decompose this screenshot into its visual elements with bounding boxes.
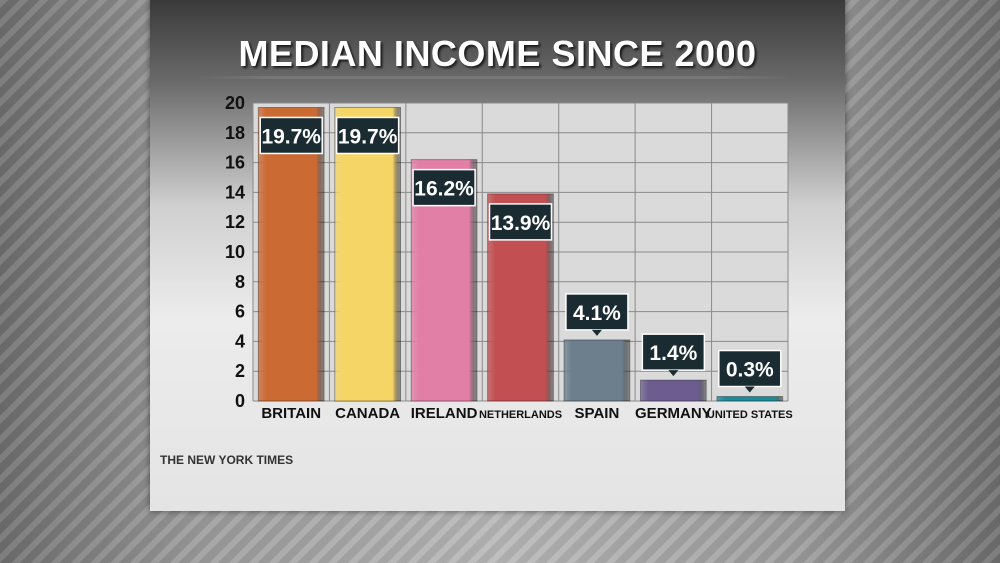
category-label-3: NETHERLANDS	[479, 409, 562, 421]
source-credit: THE NEW YORK TIMES	[160, 453, 294, 467]
value-label-box-2	[412, 168, 476, 207]
category-label-2: IRELAND	[411, 405, 478, 422]
value-label-4: 4.1%	[573, 302, 621, 325]
value-label-0: 19.7%	[261, 125, 321, 148]
value-label-1: 19.7%	[338, 125, 398, 148]
y-tick-label-6: 12	[225, 212, 245, 232]
bar-0	[257, 106, 325, 402]
y-tick-label-0: 0	[235, 391, 245, 411]
category-label-5: GERMANY	[635, 405, 712, 422]
value-label-3: 13.9%	[491, 212, 551, 235]
value-label-box-3	[488, 203, 553, 241]
y-tick-label-4: 8	[235, 272, 245, 292]
category-label-1: CANADA	[335, 405, 400, 422]
value-label-pointer-5	[668, 370, 679, 377]
value-label-box-0	[259, 116, 323, 155]
y-tick-label-8: 16	[225, 153, 245, 173]
y-tick-label-10: 20	[225, 93, 245, 113]
value-label-pointer-4	[591, 329, 602, 336]
category-label-4: SPAIN	[575, 405, 620, 422]
y-tick-label-7: 14	[225, 182, 245, 202]
bar-5	[639, 379, 707, 402]
value-label-box-6	[718, 349, 782, 388]
bar-4	[563, 339, 631, 402]
chart-panel: MEDIAN INCOME SINCE 2000 0 2 4 6 8 10 12 14 16 18…	[150, 0, 845, 511]
title-underline	[198, 76, 793, 79]
value-label-5: 1.4%	[649, 342, 697, 365]
bar-1	[334, 106, 402, 402]
category-label-6: UNITED STATES	[707, 409, 793, 421]
value-label-box-1	[335, 116, 400, 155]
y-tick-label-9: 18	[225, 123, 245, 143]
bar-chart: 0 2 4 6 8 10 12 14 16 18 20 19.7% BRITAIN 19.7% CANADA…	[225, 93, 793, 422]
value-label-box-5	[641, 333, 706, 371]
y-tick-label-1: 2	[235, 361, 245, 381]
value-label-6: 0.3%	[726, 359, 774, 382]
bar-6	[716, 396, 784, 402]
y-tick-label-3: 6	[235, 302, 245, 322]
y-tick-label-2: 4	[235, 331, 245, 351]
value-label-2: 16.2%	[414, 178, 474, 201]
value-label-pointer-6	[744, 386, 755, 393]
y-tick-label-5: 10	[225, 242, 245, 262]
chart-title: MEDIAN INCOME SINCE 2000	[238, 33, 757, 74]
category-label-0: BRITAIN	[261, 405, 321, 422]
